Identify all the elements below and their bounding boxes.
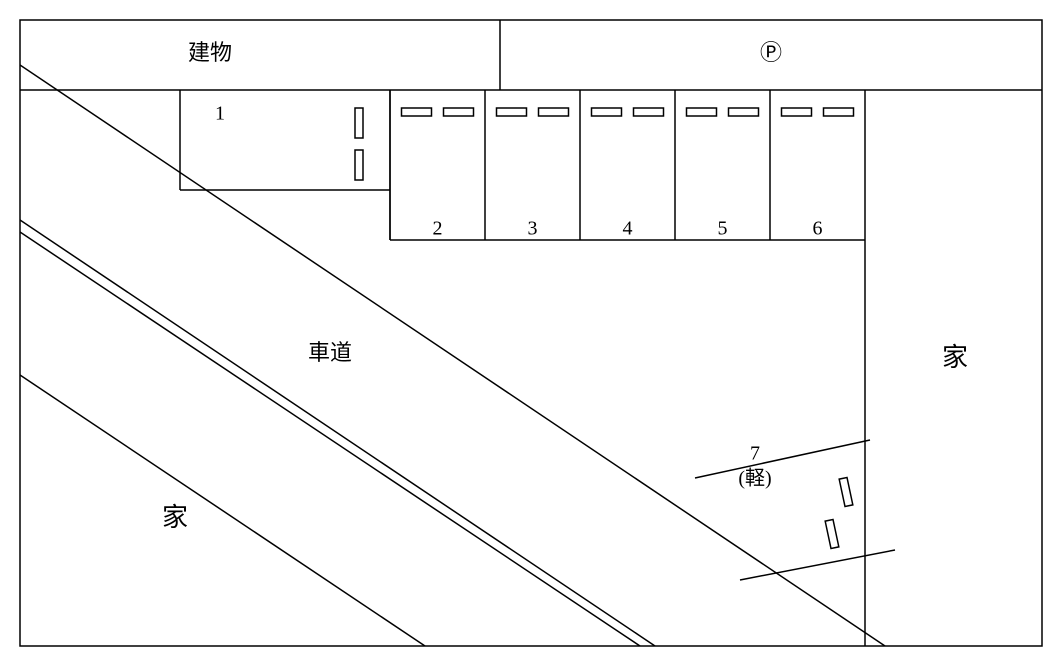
spot1-label: 1 (215, 103, 225, 125)
road-line-mid-b (20, 232, 640, 646)
spot-4-stopper-b (634, 108, 664, 116)
house-left-label: 家 (162, 503, 188, 532)
spot-3-stopper-b (539, 108, 569, 116)
spot-label-2: 2 (433, 218, 443, 240)
parking-label: Ⓟ (760, 40, 782, 65)
spot-label-5: 5 (718, 218, 728, 240)
spot7-line-top (695, 440, 870, 478)
spot-6-stopper-b (824, 108, 854, 116)
building-label: 建物 (188, 40, 232, 65)
spot1-stopper-0 (355, 108, 363, 138)
road-label: 車道 (308, 340, 352, 365)
spot-label-4: 4 (623, 218, 633, 240)
spot-3-stopper-a (497, 108, 527, 116)
road-line-mid-a (20, 220, 655, 646)
road-line-bottom (20, 375, 425, 646)
diagram-svg: 建物Ⓟ123456車道7(軽)家家 (0, 0, 1062, 666)
spot7-label: 7 (750, 443, 760, 465)
spot-6-stopper-a (782, 108, 812, 116)
spot7-stopper-0 (839, 477, 853, 506)
spot7-note: (軽) (738, 467, 771, 490)
road-line-top (20, 65, 885, 646)
spot1-stopper-1 (355, 150, 363, 180)
spot-4-stopper-a (592, 108, 622, 116)
outer-frame (20, 20, 1042, 646)
spot-5-stopper-a (687, 108, 717, 116)
spot-label-6: 6 (813, 218, 823, 240)
spot-5-stopper-b (729, 108, 759, 116)
spot7-stopper-1 (825, 519, 839, 548)
spot-2-stopper-a (402, 108, 432, 116)
diagram-canvas: 建物Ⓟ123456車道7(軽)家家 (0, 0, 1062, 666)
spot-label-3: 3 (528, 218, 538, 240)
spot-2-stopper-b (444, 108, 474, 116)
house-right-label: 家 (942, 343, 968, 372)
